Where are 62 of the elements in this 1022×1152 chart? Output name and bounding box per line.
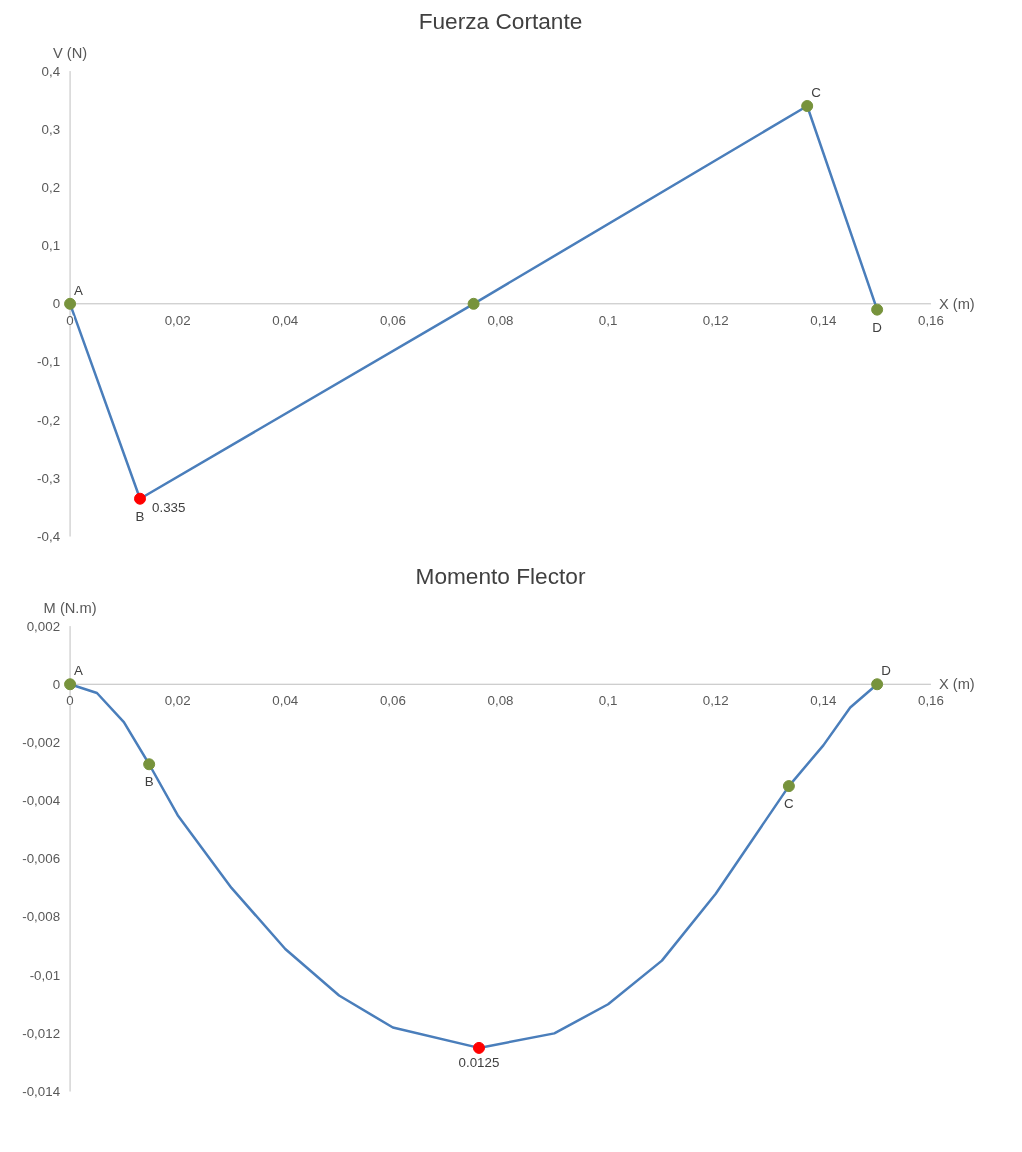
x-tick-label: 0,02: [164, 693, 191, 709]
x-tick-label: 0,1: [598, 693, 618, 709]
y-tick-label: -0,008: [22, 909, 61, 925]
annotation: B: [135, 508, 145, 524]
point: [871, 303, 884, 316]
y-tick-label: -0,4: [37, 529, 61, 545]
y-tick-label: 0,002: [26, 618, 61, 634]
point: [782, 780, 795, 793]
point: [134, 492, 147, 505]
chart-title: Fuerza Cortante: [418, 7, 583, 34]
x-tick-label: 0,12: [702, 693, 729, 709]
x-tick-label: 0,04: [272, 693, 299, 709]
annotation: C: [811, 84, 822, 100]
y-tick-label: -0,1: [37, 354, 61, 370]
chart-title: Momento Flector: [415, 562, 586, 589]
y-tick-label: 0: [52, 296, 61, 312]
annotation: D: [872, 319, 882, 335]
x-tick-label: 0,06: [379, 693, 406, 709]
x-axis-title: X (m): [938, 676, 975, 693]
y-axis-title: V (N): [52, 45, 88, 62]
y-tick-label: -0,014: [22, 1084, 61, 1100]
point: [64, 678, 77, 691]
y-tick-label: -0,012: [22, 1025, 61, 1041]
point: [143, 758, 156, 771]
x-tick-label: 0: [66, 312, 74, 328]
annotation: A: [74, 663, 84, 679]
annotation: B: [144, 774, 154, 790]
x-tick-label: 0,08: [487, 312, 514, 328]
y-tick-label: -0,004: [22, 793, 61, 809]
x-tick-label: 0: [66, 693, 74, 709]
annotation: 0.335: [152, 499, 186, 515]
x-tick-label: 0,02: [164, 312, 191, 328]
point: [801, 100, 814, 112]
annotation: 0.0125: [458, 1054, 500, 1070]
x-tick-label: 0,14: [810, 693, 837, 709]
annotation: A: [74, 282, 84, 298]
x-tick-label: 0,14: [810, 312, 837, 328]
y-tick-label: 0,4: [41, 63, 61, 79]
x-tick-label: 0,08: [487, 693, 514, 709]
y-tick-label: 0,1: [41, 238, 61, 254]
y-tick-label: -0,006: [22, 851, 61, 867]
y-tick-label: -0,2: [37, 412, 61, 428]
x-tick-label: 0,06: [379, 312, 406, 328]
x-tick-label: 0,16: [917, 312, 944, 328]
x-axis-title: X (m): [938, 295, 975, 312]
y-tick-label: -0,3: [37, 470, 61, 486]
annotation: D: [881, 663, 891, 679]
point: [472, 1041, 485, 1054]
point: [871, 678, 884, 691]
y-tick-label: 0,2: [41, 179, 61, 195]
x-tick-label: 0,16: [917, 693, 944, 709]
x-tick-label: 0,1: [598, 312, 618, 328]
x-tick-label: 0,04: [272, 312, 299, 328]
y-tick-label: -0,002: [22, 734, 61, 750]
point: [64, 297, 77, 310]
y-axis-title: M (N.m): [43, 600, 97, 617]
y-tick-label: 0: [52, 676, 61, 692]
x-tick-label: 0,12: [702, 312, 729, 328]
point: [467, 297, 480, 310]
annotation: C: [784, 796, 795, 812]
y-tick-label: 0,3: [41, 121, 61, 137]
y-tick-label: -0,01: [29, 967, 61, 983]
